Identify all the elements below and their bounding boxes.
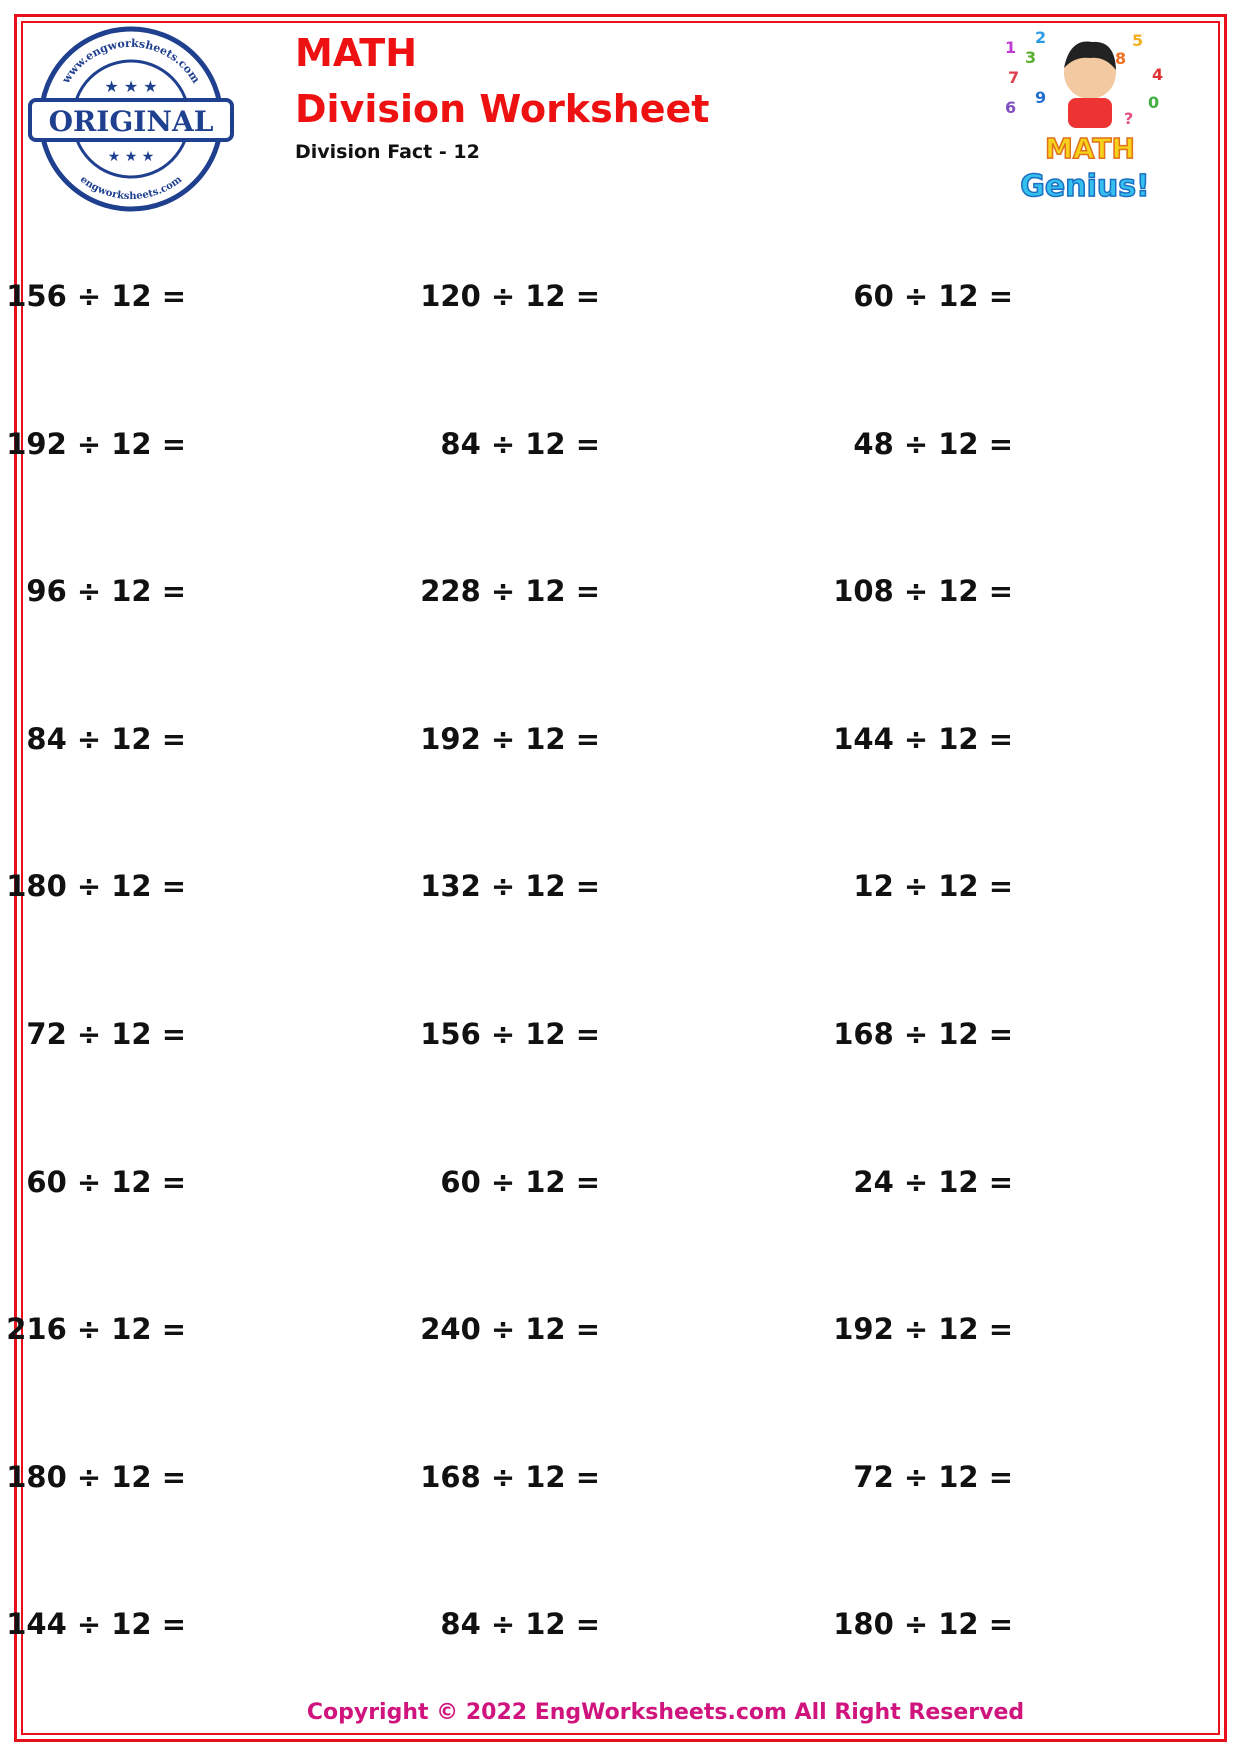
division-problem: 168 ÷ 12 = [420, 1459, 600, 1494]
svg-text:8: 8 [1115, 49, 1126, 68]
division-problem: 192 ÷ 12 = [6, 426, 186, 461]
division-problem: 72 ÷ 12 = [26, 1017, 186, 1051]
division-problem: 120 ÷ 12 = [420, 279, 600, 313]
division-problem: 72 ÷ 12 = [853, 1459, 1013, 1494]
svg-text:MATH: MATH [1045, 132, 1135, 165]
division-problem: 168 ÷ 12 = [833, 1017, 1013, 1051]
svg-text:5: 5 [1132, 31, 1143, 50]
svg-text:6: 6 [1005, 98, 1016, 117]
division-problem: 156 ÷ 12 = [6, 279, 186, 313]
division-problem: 180 ÷ 12 = [833, 1607, 1013, 1642]
division-problem: 60 ÷ 12 = [853, 279, 1013, 313]
division-problem: 84 ÷ 12 = [440, 1607, 600, 1642]
division-problem: 192 ÷ 12 = [420, 721, 600, 756]
division-problem: 96 ÷ 12 = [26, 574, 186, 609]
svg-text:1: 1 [1005, 38, 1016, 57]
svg-text:7: 7 [1008, 68, 1019, 87]
svg-text:2: 2 [1035, 28, 1046, 47]
division-problem: 84 ÷ 12 = [26, 721, 186, 756]
svg-text:3: 3 [1025, 48, 1036, 67]
page-border-inner [21, 21, 1220, 1735]
division-problem: 144 ÷ 12 = [833, 721, 1013, 756]
division-problem: 228 ÷ 12 = [420, 574, 600, 609]
worksheet-subject: MATH [295, 31, 417, 75]
original-stamp-logo: www.engworksheets.com engworksheets.com … [28, 26, 234, 212]
division-problem: 192 ÷ 12 = [833, 1312, 1013, 1347]
copyright-footer: Copyright © 2022 EngWorksheets.com All R… [306, 1700, 1025, 1725]
division-problem: 60 ÷ 12 = [440, 1164, 600, 1199]
svg-text:?: ? [1124, 109, 1133, 128]
page-border-outer [14, 14, 1227, 1742]
worksheet-subtitle: Division Fact - 12 [295, 141, 480, 163]
division-problem: 108 ÷ 12 = [833, 574, 1013, 609]
svg-text:4: 4 [1152, 65, 1163, 84]
division-problem: 84 ÷ 12 = [440, 426, 600, 461]
division-problem: 216 ÷ 12 = [6, 1312, 186, 1347]
star-icon: ★ ★ ★ [104, 77, 157, 96]
svg-text:Genius!: Genius! [1020, 169, 1150, 204]
svg-text:0: 0 [1148, 93, 1159, 112]
division-problem: 48 ÷ 12 = [853, 426, 1013, 461]
division-problem: 156 ÷ 12 = [420, 1017, 600, 1051]
svg-text:9: 9 [1035, 88, 1046, 107]
division-problem: 132 ÷ 12 = [420, 869, 600, 904]
division-problem: 24 ÷ 12 = [853, 1164, 1013, 1199]
division-problem: 240 ÷ 12 = [420, 1312, 600, 1347]
star-icon: ★ ★ ★ [108, 149, 155, 165]
stamp-text: ORIGINAL [49, 105, 214, 138]
division-problem: 60 ÷ 12 = [26, 1164, 186, 1199]
division-problem: 12 ÷ 12 = [853, 869, 1013, 904]
math-genius-logo: 1 2 3 7 6 9 5 8 4 0 ? MATH Genius! [1005, 28, 1163, 205]
division-problem: 180 ÷ 12 = [6, 869, 186, 904]
division-problem: 180 ÷ 12 = [6, 1459, 186, 1494]
worksheet-title: Division Worksheet [295, 87, 710, 131]
division-problem: 144 ÷ 12 = [6, 1607, 186, 1642]
